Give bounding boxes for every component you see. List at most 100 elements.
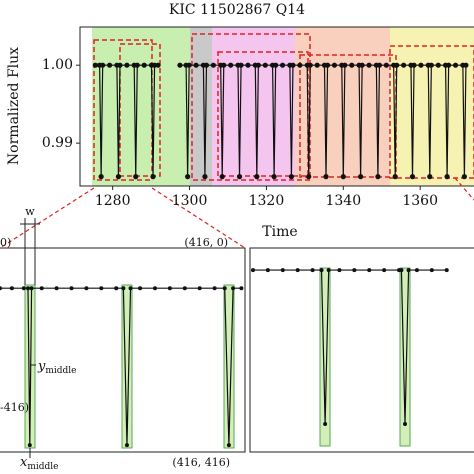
backgrounds: [92, 27, 474, 186]
flux-point: [342, 62, 348, 68]
annotation: (416, 0): [184, 236, 228, 249]
flux-point: [117, 62, 123, 68]
flux-point: [306, 174, 312, 180]
flux-point: [84, 286, 89, 291]
zoom-line: [454, 177, 474, 201]
x-axis-label: Time: [262, 224, 297, 240]
flux-point: [279, 62, 286, 68]
annotation-sub: middle: [45, 366, 76, 376]
flux-point: [197, 286, 202, 291]
flux-point: [155, 62, 161, 68]
flux-line: [0, 287, 242, 446]
flux-point: [69, 286, 74, 291]
flux-point: [323, 174, 329, 180]
flux-point: [212, 286, 217, 291]
flux-point: [463, 62, 469, 68]
flux-point: [228, 62, 234, 68]
flux-point: [392, 174, 398, 180]
window-bg: [190, 27, 212, 186]
flux-point: [399, 268, 404, 273]
flux-point: [288, 174, 295, 180]
flux-point: [177, 62, 183, 68]
flux-point: [128, 286, 133, 291]
flux-point: [29, 286, 34, 291]
flux-point: [326, 268, 331, 273]
flux-point: [358, 174, 364, 180]
zoom-lines: [0, 177, 474, 249]
flux-point: [262, 62, 268, 68]
flux-point: [265, 268, 270, 273]
flux-point: [124, 62, 130, 68]
x-tick-label: 1320: [249, 193, 285, 209]
flux-point: [152, 286, 157, 291]
flux-point: [323, 422, 328, 427]
flux-point: [141, 62, 147, 68]
annotation-text: 0): [0, 236, 11, 249]
annotation: (416, 416): [172, 456, 230, 469]
chart-title: KIC 11502867 Q14: [169, 2, 305, 18]
flux-point: [167, 286, 172, 291]
flux-point: [182, 286, 187, 291]
flux-point: [331, 62, 338, 68]
flux-point: [452, 62, 459, 68]
annotation: ymiddle: [37, 359, 77, 376]
flux-point: [124, 443, 129, 448]
flux-point: [54, 286, 59, 291]
flux-point: [121, 286, 126, 291]
flux-point: [375, 174, 381, 180]
x-tick-label: 1280: [95, 193, 131, 209]
flux-point: [297, 62, 303, 68]
window-box: [191, 33, 311, 181]
flux-point: [394, 62, 400, 68]
annotation-text: (416, 416): [172, 456, 230, 469]
flux-point: [367, 268, 372, 273]
flux-point: [0, 286, 2, 291]
annotation-text: y: [37, 359, 46, 374]
flux-point: [319, 268, 324, 273]
flux-point: [403, 422, 407, 427]
flux-point: [250, 268, 255, 273]
flux-point: [134, 62, 140, 68]
flux-point: [359, 62, 365, 68]
annotation-sub: middle: [27, 462, 58, 472]
annotation-text: (416, 0): [184, 236, 228, 249]
flux-point: [193, 62, 199, 68]
flux-point: [411, 62, 417, 68]
flux-point: [255, 62, 261, 68]
flux-point: [444, 174, 450, 180]
flux-point: [271, 174, 277, 180]
flux-point: [409, 174, 416, 180]
flux-point: [221, 62, 227, 68]
flux-point: [290, 62, 296, 68]
flux-point: [314, 62, 320, 68]
flux-point: [340, 174, 346, 180]
flux-line: [252, 269, 447, 425]
flux-point: [427, 174, 433, 180]
flux-point: [21, 286, 26, 291]
annotation-text: x: [20, 455, 28, 470]
flux-point: [307, 62, 313, 68]
flux-point: [414, 268, 419, 273]
flux-point: [185, 174, 191, 180]
flux-point: [39, 286, 44, 291]
transit-boxes: [24, 267, 411, 449]
flux-point: [245, 62, 251, 68]
axes-frame: [79, 26, 474, 187]
flux-point: [231, 286, 236, 291]
flux-point: [376, 62, 383, 68]
flux-point: [238, 62, 244, 68]
y-tick-label: 0.99: [42, 135, 73, 151]
flux-point: [222, 286, 227, 291]
flux-point: [186, 62, 192, 68]
flux-point: [236, 174, 243, 180]
flux-point: [428, 62, 434, 68]
flux-point: [114, 286, 119, 291]
annotation: xmiddle: [20, 455, 58, 472]
flux-point: [226, 443, 231, 448]
flux-point: [401, 62, 407, 68]
window-bg: [92, 27, 192, 186]
transit-box: [399, 267, 411, 447]
flux-point: [444, 268, 449, 273]
flux-point: [219, 174, 225, 180]
